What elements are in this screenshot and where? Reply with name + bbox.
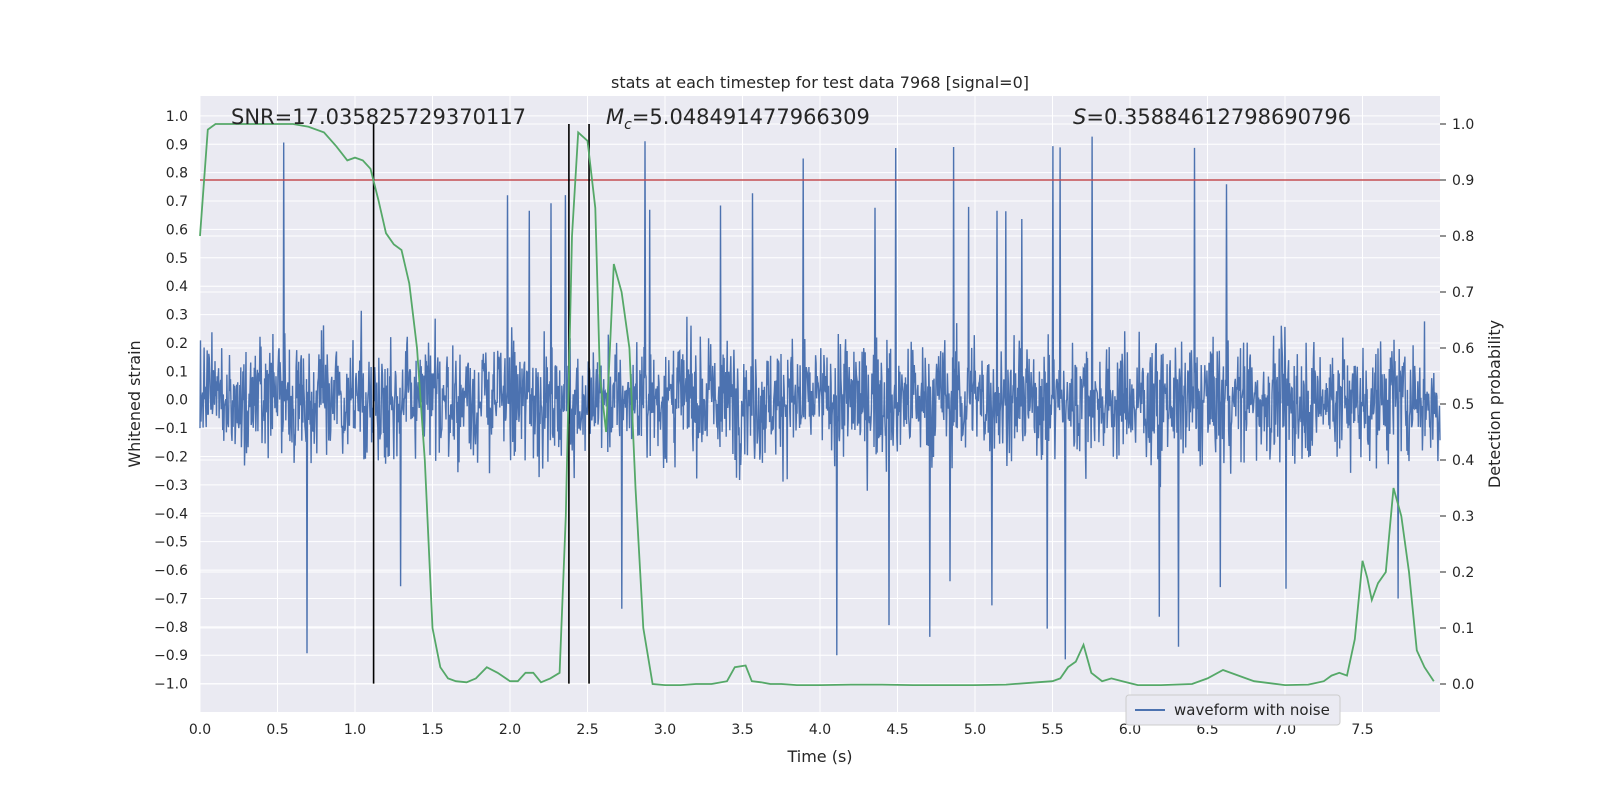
left-y-tick-label: 1.0 (166, 109, 188, 125)
s-value: =0.35884612798690796 (1086, 105, 1351, 129)
strain-waveform (199, 136, 1441, 660)
chart-title: stats at each timestep for test data 796… (611, 73, 1029, 92)
x-tick-label: 6.0 (1119, 722, 1141, 738)
right-y-tick-label: 0.1 (1452, 621, 1474, 637)
x-tick-label: 7.0 (1274, 722, 1296, 738)
x-tick-label: 2.5 (576, 722, 598, 738)
snr-annotation: SNR=17.035825729370117 (231, 105, 526, 129)
left-y-tick-label: −0.9 (154, 648, 188, 664)
right-y-tick-label: 0.5 (1452, 397, 1474, 413)
left-y-tick-label: −0.1 (154, 421, 188, 437)
s-annotation: S=0.35884612798690796 (1073, 105, 1351, 129)
left-y-axis-ticks: 1.0 0.9 0.8 0.7 0.6 0.5 0.4 0.3 0.2 0.1 0.0 −0.1 −0.… (154, 109, 188, 693)
x-tick-label: 0.0 (189, 722, 211, 738)
left-y-axis-label: Whitened strain (125, 340, 144, 467)
legend: waveform with noise (1125, 694, 1341, 726)
chirp-mass-annotation: Mc=5.048491477966309 (606, 105, 870, 133)
left-y-tick-label: −1.0 (154, 677, 188, 693)
left-y-tick-label: 0.3 (166, 308, 188, 324)
left-y-tick-label: −0.2 (154, 450, 188, 466)
left-y-tick-label: 0.7 (166, 194, 188, 210)
legend-label: waveform with noise (1174, 701, 1330, 719)
x-tick-label: 6.5 (1196, 722, 1218, 738)
x-tick-label: 7.5 (1351, 722, 1373, 738)
left-y-tick-label: 0.0 (166, 393, 188, 409)
x-tick-label: 4.5 (886, 722, 908, 738)
left-y-tick-label: 0.8 (166, 166, 188, 182)
right-y-tick-label: 1.0 (1452, 117, 1474, 133)
detection-probability-series (199, 123, 1435, 687)
x-tick-label: 3.0 (654, 722, 676, 738)
chirp-mass-value: =5.048491477966309 (632, 105, 870, 129)
right-y-axis-ticks: 1.0 0.9 0.8 0.7 0.6 0.5 0.4 0.3 0.2 0.1 0.0 (1440, 117, 1474, 693)
left-y-tick-label: 0.5 (166, 251, 188, 267)
s-symbol: S (1073, 105, 1086, 129)
right-y-tick-label: 0.2 (1452, 565, 1474, 581)
left-y-tick-label: −0.6 (154, 563, 188, 579)
left-y-tick-label: −0.8 (154, 620, 188, 636)
left-y-tick-label: 0.1 (166, 364, 188, 380)
right-y-tick-label: 0.4 (1452, 453, 1474, 469)
x-tick-label: 5.0 (964, 722, 986, 738)
x-tick-label: 2.0 (499, 722, 521, 738)
strain-line (199, 136, 1441, 660)
x-axis-label: Time (s) (786, 747, 852, 766)
left-y-tick-label: 0.9 (166, 137, 188, 153)
left-y-tick-label: 0.6 (166, 222, 188, 238)
left-y-tick-label: −0.7 (154, 591, 188, 607)
chirp-mass-symbol: M (606, 105, 624, 129)
legend-box (1125, 694, 1341, 726)
right-y-tick-label: 0.6 (1452, 341, 1474, 357)
x-tick-label: 1.0 (344, 722, 366, 738)
right-y-tick-label: 0.0 (1452, 677, 1474, 693)
left-y-tick-label: 0.4 (166, 279, 188, 295)
right-y-axis-label: Detection probability (1485, 320, 1504, 488)
right-y-tick-label: 0.7 (1452, 285, 1474, 301)
left-y-tick-label: −0.4 (154, 506, 188, 522)
x-tick-label: 3.5 (731, 722, 753, 738)
x-tick-label: 0.5 (266, 722, 288, 738)
left-y-tick-label: 0.2 (166, 336, 188, 352)
chirp-mass-subscript: c (624, 117, 632, 133)
probability-line (199, 123, 1435, 687)
left-y-tick-label: −0.3 (154, 478, 188, 494)
right-y-tick-label: 0.8 (1452, 229, 1474, 245)
left-y-tick-label: −0.5 (154, 535, 188, 551)
x-tick-label: 5.5 (1041, 722, 1063, 738)
x-tick-label: 1.5 (421, 722, 443, 738)
right-y-tick-label: 0.9 (1452, 173, 1474, 189)
x-tick-label: 4.0 (809, 722, 831, 738)
x-axis-ticks: 0.0 0.5 1.0 1.5 2.0 2.5 3.0 3.5 4.0 4.5 5.0 5.5 6.0 6… (189, 722, 1374, 738)
right-y-tick-label: 0.3 (1452, 509, 1474, 525)
